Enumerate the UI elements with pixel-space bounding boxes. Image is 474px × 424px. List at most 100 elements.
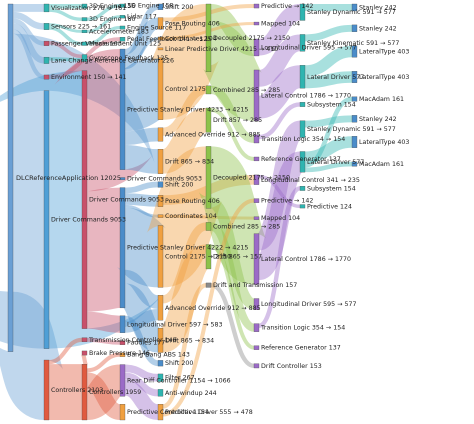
node-stan_b[interactable] [299,120,306,138]
node-tcd[interactable] [81,337,88,343]
node-mac2[interactable] [351,161,358,167]
node-latt2[interactable] [351,71,358,83]
node-pass[interactable] [43,40,50,46]
node-psd_a[interactable] [119,48,126,170]
node-sub_a[interactable] [299,102,306,107]
node-pr_a[interactable] [157,17,164,30]
label-dcmd2: Driver Commands 9053 [89,197,164,204]
node-drift_b[interactable] [157,327,164,353]
node-dc[interactable] [253,363,260,369]
node-lat_a[interactable] [253,69,260,122]
node-sens[interactable] [43,23,50,30]
label-lat_d: Lateral Driver 577 [307,74,364,81]
link-dcmd2-lat1 [86,311,121,333]
node-drift_d[interactable] [205,244,212,270]
link-lcrg-gfb [48,57,83,62]
node-ctrl[interactable] [43,359,50,421]
node-shift_c[interactable] [157,360,164,367]
node-eng3d_a[interactable] [81,3,88,9]
link-root-dcmd [0,33,156,349]
node-esrc[interactable] [119,25,126,30]
node-eng3d_c[interactable] [119,3,126,8]
node-filter[interactable] [157,373,164,382]
node-ado_a[interactable] [157,127,164,142]
label-ctrl: Controllers 2103 [51,387,103,394]
node-dst[interactable] [205,282,212,288]
node-dcmd2[interactable] [81,70,88,329]
node-root[interactable] [7,3,14,352]
node-lon_a[interactable] [253,38,260,57]
node-tl_a[interactable] [253,134,260,144]
link-tl_b-sub_b [258,186,301,329]
node-drift_a[interactable] [157,149,164,174]
node-pc_a[interactable] [119,404,126,421]
node-pfb[interactable] [119,37,126,42]
node-env[interactable] [43,74,50,80]
node-aw[interactable] [157,389,164,397]
node-mu[interactable] [81,41,88,46]
node-mac1[interactable] [351,96,358,102]
node-lcrg[interactable] [43,56,50,64]
node-lon_b[interactable] [253,298,260,310]
node-latt3[interactable] [351,136,358,148]
node-rg_b[interactable] [253,345,260,350]
node-dcmd[interactable] [43,90,50,349]
node-mapped_a[interactable] [253,21,260,26]
node-coord_a[interactable] [157,36,164,41]
link-lat_a-stan_k [257,34,302,87]
link-stan_b-stanley3 [304,115,353,128]
node-dec_a[interactable] [205,3,212,73]
node-stanley3[interactable] [351,115,358,123]
node-brake[interactable] [81,350,88,356]
node-stanley1[interactable] [351,3,358,12]
node-vis[interactable] [43,3,50,13]
node-ctrl2[interactable] [81,364,88,421]
label-pass: Passenger Vehicle 163 [51,40,122,47]
node-ado_b[interactable] [157,295,164,321]
node-lidar[interactable] [119,15,126,19]
node-bangbang[interactable] [119,352,126,357]
node-pr_b[interactable] [157,195,164,207]
node-eng3d_b[interactable] [81,17,88,22]
node-gfb[interactable] [81,54,88,62]
node-ctrl_b[interactable] [157,225,164,288]
node-lat_d[interactable] [299,65,306,89]
node-lpd_a[interactable] [157,47,164,51]
sankey-links [0,3,353,420]
node-dcmd3[interactable] [119,177,126,180]
link-lat_e-latt3 [304,136,353,163]
node-drift_c[interactable] [205,107,212,133]
node-rg_a[interactable] [253,156,260,162]
node-lonc[interactable] [253,174,260,185]
node-sub_b[interactable] [299,186,306,191]
node-rdc[interactable] [119,364,126,397]
node-accel[interactable] [81,29,88,34]
link-ctrl2-pc_a [85,372,122,420]
link-lon_a-stan_a [257,3,302,56]
node-latt1[interactable] [351,45,358,58]
label-lat1: Longitudinal Driver 597 → 583 [127,321,223,328]
node-lat1[interactable] [119,315,126,333]
node-tl_b[interactable] [253,323,260,332]
node-pred_b[interactable] [253,198,260,203]
node-ctrl_a[interactable] [157,57,164,120]
node-stan_a[interactable] [299,3,306,21]
node-pc_b[interactable] [157,404,164,421]
node-coord_b[interactable] [157,214,164,218]
node-mapped_b[interactable] [253,216,260,220]
node-stan_k[interactable] [299,34,306,52]
node-stanley2[interactable] [351,24,358,32]
node-shift_b[interactable] [157,181,164,188]
label-aw: Anti-windup 244 [165,390,217,397]
node-dec_b[interactable] [205,146,212,209]
node-lat_e[interactable] [299,151,306,173]
node-psd_b[interactable] [119,187,126,309]
node-lat_b[interactable] [253,233,260,285]
node-shift_a[interactable] [157,3,164,10]
node-pred_a[interactable] [253,3,260,9]
node-pred_c[interactable] [299,204,306,209]
node-comb_a[interactable] [205,85,212,95]
node-comb_b[interactable] [205,222,212,231]
label-eng3d_a: 3D Engine 156 [89,3,135,10]
node-pad[interactable] [119,340,126,345]
